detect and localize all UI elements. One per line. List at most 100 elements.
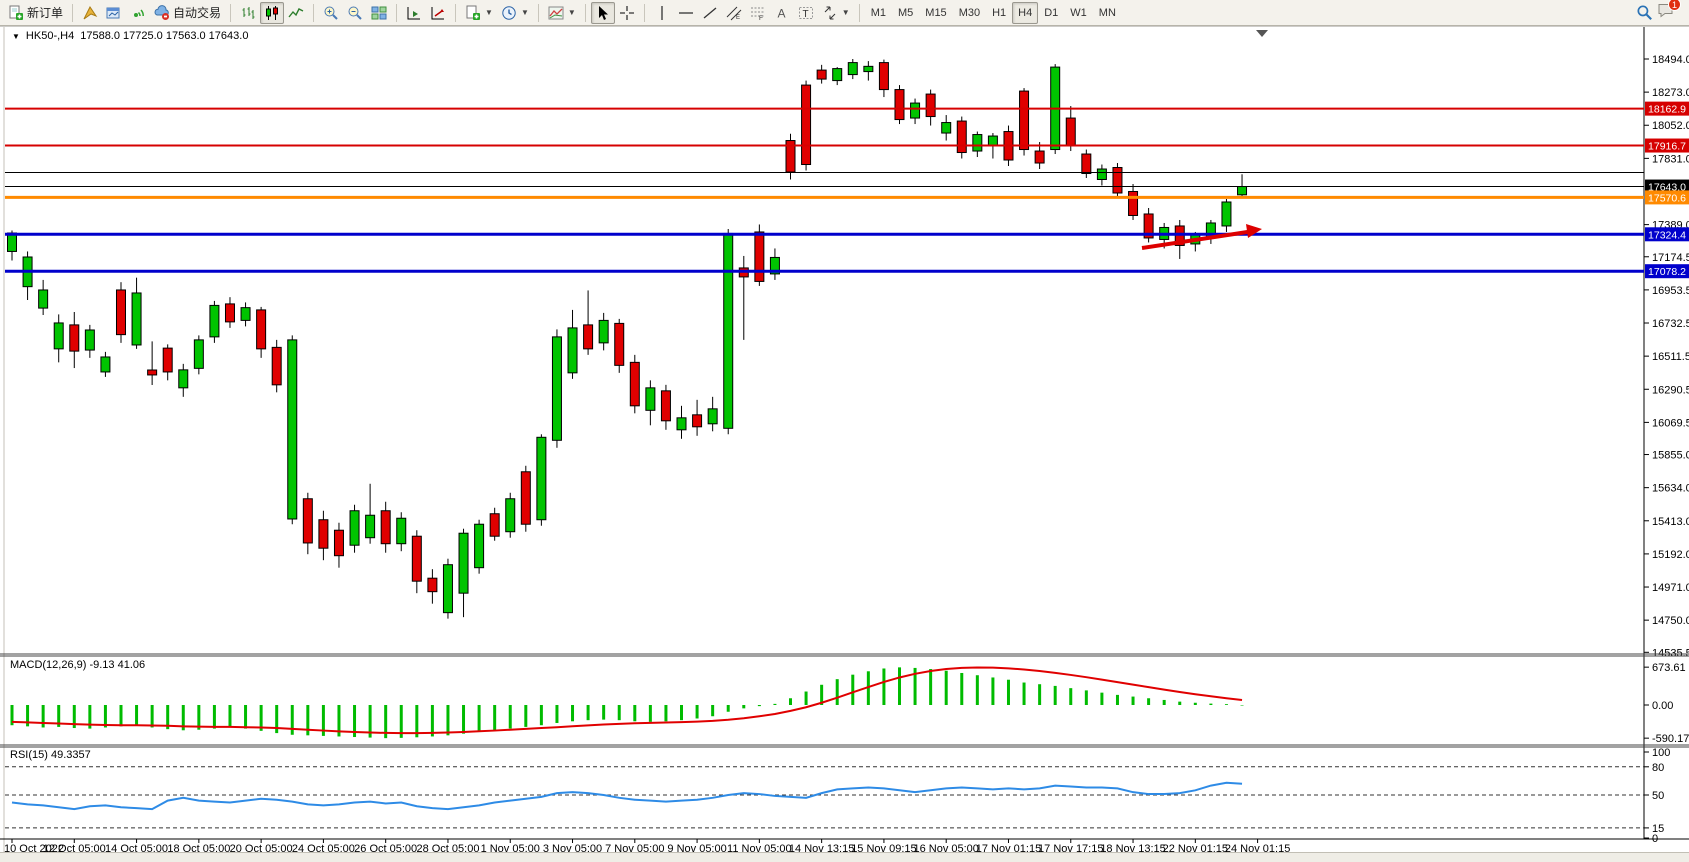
equidistant-channel-icon: E [726, 6, 742, 21]
separator [455, 3, 457, 22]
svg-text:17174.5: 17174.5 [1652, 252, 1689, 264]
indicators-icon [548, 6, 564, 19]
horizontal-line-icon [678, 11, 693, 14]
symbol-row: ▼ HK50-,H4 17588.0 17725.0 17563.0 17643… [12, 30, 248, 42]
zoom-out-button[interactable] [343, 2, 367, 24]
fibonacci-button[interactable]: F [746, 2, 770, 24]
new-order-button[interactable]: 新订单 [4, 2, 67, 24]
text-label-icon: T [798, 6, 813, 20]
text-label-button[interactable]: T [794, 2, 818, 24]
bar-chart-button[interactable] [236, 2, 260, 24]
new-order-label: 新订单 [27, 6, 64, 20]
svg-text:-590.17: -590.17 [1652, 733, 1689, 745]
notifications-button[interactable]: 1 [1657, 0, 1681, 24]
separator [72, 3, 74, 22]
toolbar: 新订单 自动交易 ▼ ▼ ▼ E F A T [0, 0, 1689, 26]
vertical-line-button[interactable] [650, 2, 674, 24]
chart-shift-icon [407, 6, 421, 19]
tile-windows-button[interactable] [367, 2, 391, 24]
svg-text:14535.5: 14535.5 [1652, 647, 1689, 659]
timeframe-H4[interactable]: H4 [1012, 1, 1039, 24]
timeframe-M1[interactable]: M1 [870, 6, 886, 19]
svg-text:16290.5: 16290.5 [1652, 384, 1689, 396]
timeframe-D1[interactable]: D1 [1044, 6, 1059, 19]
svg-text:E: E [736, 15, 740, 21]
chevron-down-icon: ▼ [841, 8, 850, 17]
symbol-dropdown-icon[interactable]: ▼ [12, 31, 20, 41]
signal-icon [134, 8, 144, 17]
svg-text:50: 50 [1652, 790, 1664, 802]
separator [537, 3, 539, 22]
rsi-indicator-label: RSI(15) 49.3357 [10, 749, 91, 761]
chevron-down-icon: ▼ [520, 8, 529, 17]
chevron-down-icon: ▼ [485, 8, 493, 17]
cursor-button[interactable] [590, 1, 615, 24]
separator [858, 3, 860, 22]
auto-scroll-button[interactable] [426, 2, 450, 24]
charts-window-button[interactable] [102, 2, 126, 24]
search-icon [1637, 5, 1652, 20]
signals-button[interactable] [126, 2, 150, 24]
svg-text:673.61: 673.61 [1652, 662, 1686, 674]
separator [396, 3, 398, 22]
svg-text:16732.5: 16732.5 [1652, 318, 1689, 330]
channel-button[interactable]: E [722, 2, 746, 24]
status-bar [0, 852, 1689, 862]
gold-pointer-icon [83, 5, 98, 19]
separator [313, 3, 315, 22]
svg-text:17570.6: 17570.6 [1648, 192, 1686, 204]
search-button[interactable] [1632, 2, 1657, 24]
svg-text:14750.0: 14750.0 [1652, 615, 1689, 627]
svg-text:15413.0: 15413.0 [1652, 516, 1689, 528]
svg-text:16511.5: 16511.5 [1652, 351, 1689, 363]
svg-text:18494.0: 18494.0 [1652, 54, 1689, 66]
tile-windows-icon [371, 6, 387, 19]
timeframe-M5[interactable]: M5 [898, 6, 914, 19]
svg-text:14971.0: 14971.0 [1652, 582, 1689, 594]
separator [230, 3, 232, 22]
svg-text:16069.5: 16069.5 [1652, 417, 1689, 429]
arrow-objects-icon [824, 6, 836, 19]
svg-text:80: 80 [1652, 762, 1664, 774]
text-button[interactable]: A [770, 2, 794, 24]
text-a-icon: A [777, 6, 785, 20]
symbol-period-label: HK50-,H4 [25, 30, 75, 42]
svg-text:F: F [759, 15, 763, 21]
svg-text:17916.7: 17916.7 [1648, 141, 1686, 153]
zoom-in-button[interactable] [319, 2, 343, 24]
notification-badge: 1 [1668, 0, 1681, 11]
timeframe-M15[interactable]: M15 [925, 6, 947, 19]
separator [643, 3, 645, 22]
timeframe-W1[interactable]: W1 [1070, 6, 1087, 19]
market-watch-button[interactable] [78, 2, 102, 24]
trendline-button[interactable] [698, 2, 722, 24]
svg-text:15855.0: 15855.0 [1652, 450, 1689, 462]
svg-text:0: 0 [1652, 833, 1658, 845]
candlestick-chart-button[interactable] [260, 1, 285, 24]
timeframe-H1[interactable]: H1 [992, 6, 1007, 19]
svg-text:15634.0: 15634.0 [1652, 483, 1689, 495]
new-chart-button[interactable]: ▼ [461, 2, 497, 24]
svg-text:A: A [777, 6, 785, 20]
crosshair-button[interactable] [615, 2, 639, 24]
auto-scroll-icon [431, 6, 445, 19]
svg-text:0.00: 0.00 [1652, 700, 1673, 712]
timeframe-M30[interactable]: M30 [958, 6, 981, 19]
horizontal-line-button[interactable] [674, 2, 698, 24]
period-button[interactable]: ▼ [497, 2, 533, 24]
line-chart-button[interactable] [284, 2, 308, 24]
timeframe-MN[interactable]: MN [1098, 6, 1116, 19]
svg-text:15192.0: 15192.0 [1652, 549, 1689, 561]
vertical-line-icon [661, 5, 663, 20]
zoom-in-icon [324, 6, 338, 20]
chart-shift-button[interactable] [402, 2, 426, 24]
arrows-button[interactable]: ▼ [818, 2, 854, 24]
auto-trading-button[interactable]: 自动交易 [150, 2, 225, 24]
new-order-icon [9, 5, 23, 20]
zoom-out-icon [348, 6, 362, 20]
svg-text:16953.5: 16953.5 [1652, 285, 1689, 297]
svg-text:100: 100 [1652, 747, 1670, 759]
indicators-button[interactable]: ▼ [544, 2, 580, 24]
window-icon [106, 7, 120, 18]
